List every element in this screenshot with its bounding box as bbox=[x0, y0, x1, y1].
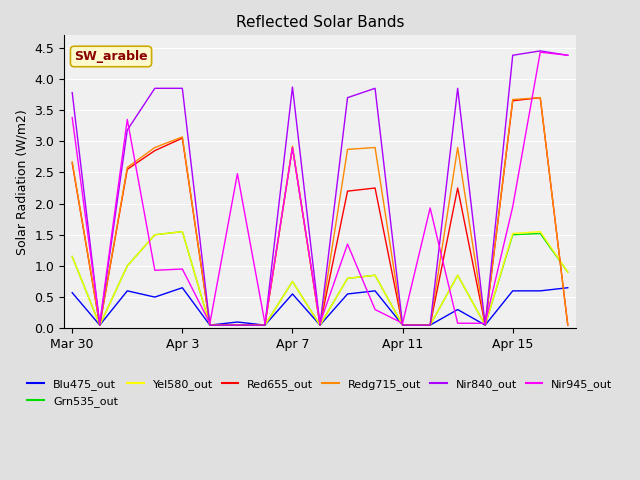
Y-axis label: Solar Radiation (W/m2): Solar Radiation (W/m2) bbox=[16, 109, 29, 255]
Legend: Blu475_out, Grn535_out, Yel580_out, Red655_out, Redg715_out, Nir840_out, Nir945_: Blu475_out, Grn535_out, Yel580_out, Red6… bbox=[23, 375, 617, 411]
Title: Reflected Solar Bands: Reflected Solar Bands bbox=[236, 15, 404, 30]
Text: SW_arable: SW_arable bbox=[74, 50, 148, 63]
